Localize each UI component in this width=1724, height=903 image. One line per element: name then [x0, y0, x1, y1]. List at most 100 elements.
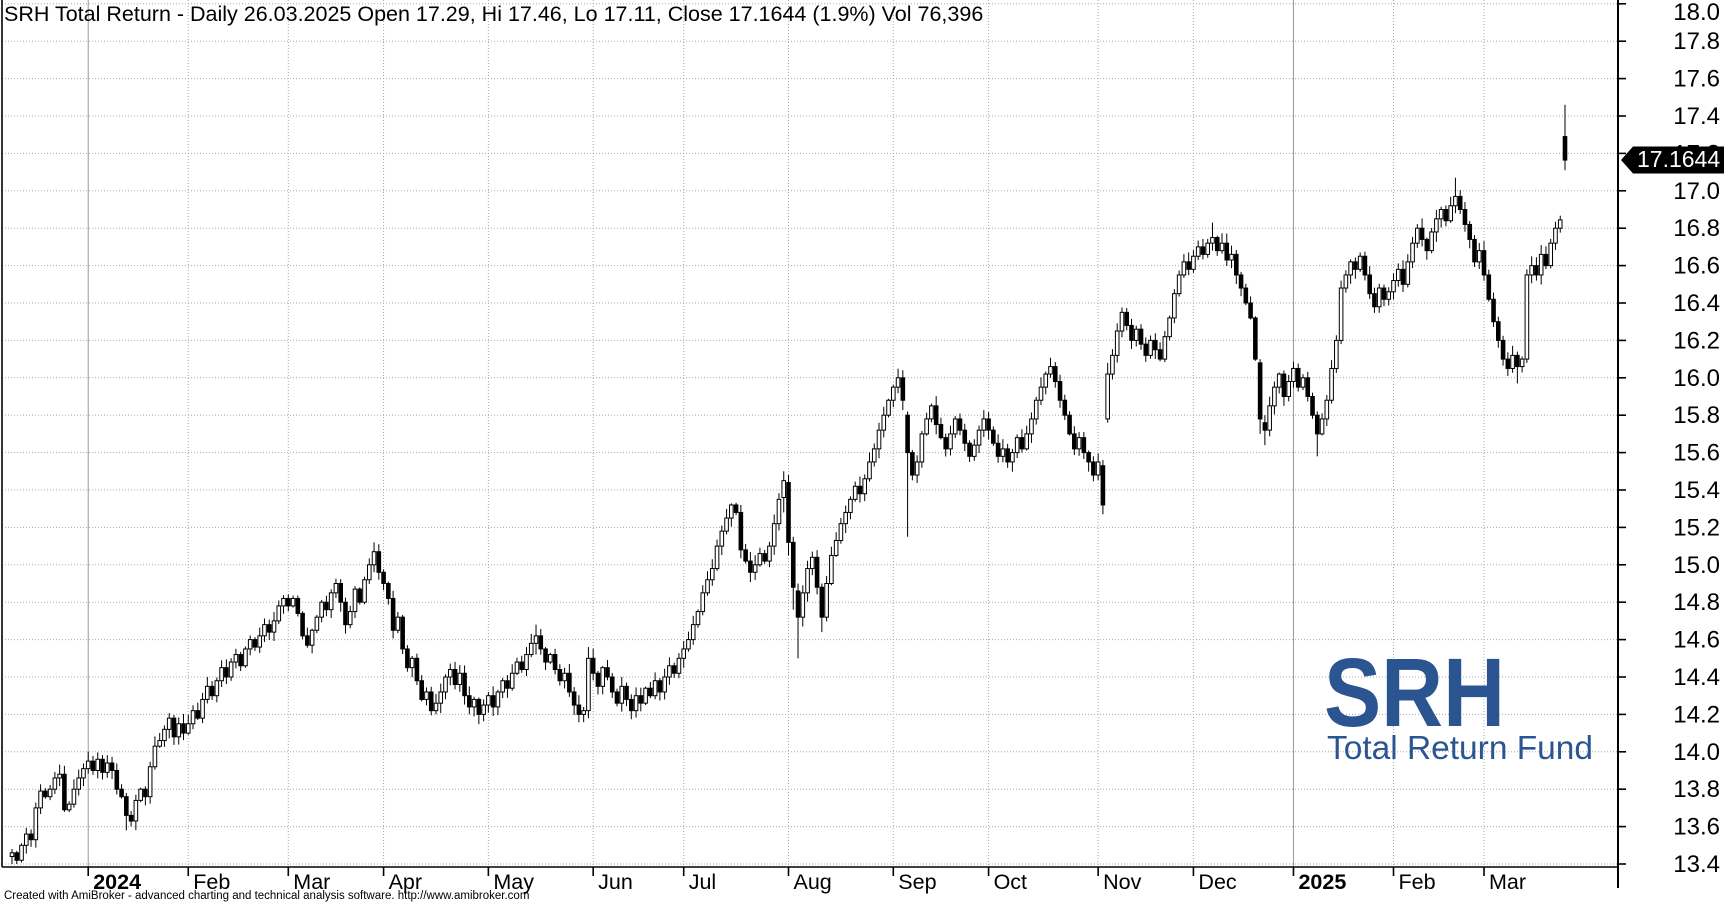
candle — [95, 752, 101, 779]
candle — [557, 664, 563, 686]
candle — [709, 559, 715, 586]
y-axis-label[interactable]: 16.6 — [1673, 253, 1720, 280]
candle — [238, 651, 243, 672]
y-axis-label[interactable]: 13.4 — [1673, 851, 1720, 878]
candle — [1119, 307, 1125, 338]
candle — [1157, 342, 1163, 362]
y-axis-label[interactable]: 16.8 — [1673, 215, 1720, 242]
y-axis-label[interactable]: 13.8 — [1673, 776, 1720, 803]
amibroker-credit-line: Created with AmiBroker - advanced charti… — [4, 890, 529, 902]
y-axis-label[interactable]: 13.6 — [1673, 814, 1720, 841]
candle — [1267, 396, 1272, 437]
x-axis-month-label[interactable]: 2024 — [93, 870, 141, 894]
x-axis-month-label[interactable]: Jul — [689, 870, 716, 894]
y-axis-label[interactable]: 17.0 — [1673, 178, 1720, 205]
y-axis-label[interactable]: 15.8 — [1673, 402, 1720, 429]
candle — [300, 611, 305, 640]
x-axis-month-label[interactable]: Mar — [293, 870, 330, 894]
candle — [1257, 359, 1263, 434]
candle — [1062, 394, 1068, 420]
candle — [686, 631, 691, 652]
candle — [47, 784, 53, 801]
candle — [228, 658, 234, 681]
y-axis-label[interactable]: 14.0 — [1673, 739, 1720, 766]
candle — [171, 714, 177, 745]
candle — [14, 850, 20, 864]
candle — [1295, 363, 1301, 392]
x-axis-month-label[interactable]: Feb — [1399, 870, 1436, 894]
candle — [1462, 202, 1468, 232]
x-axis-month-label[interactable]: Mar — [1489, 870, 1526, 894]
candle — [138, 787, 143, 803]
x-axis-month-labels[interactable]: 2024 Feb Mar Apr May Jun Jul Aug Sep Oct Nov Dec 202… — [93, 870, 1526, 894]
candle — [1429, 227, 1434, 254]
x-axis-month-label[interactable]: Dec — [1198, 870, 1236, 894]
y-axis-label[interactable]: 18.0 — [1673, 0, 1720, 26]
candle — [43, 788, 48, 799]
candle — [1281, 370, 1287, 406]
x-axis-month-label[interactable]: Jun — [598, 870, 633, 894]
candle — [462, 665, 467, 705]
candle — [109, 756, 115, 780]
x-axis-month-label[interactable]: Nov — [1103, 870, 1141, 894]
x-axis-month-label[interactable]: May — [493, 870, 534, 894]
y-axis-label[interactable]: 16.2 — [1673, 327, 1720, 354]
y-axis-label[interactable]: 17.6 — [1673, 66, 1720, 93]
x-axis-month-label[interactable]: Oct — [994, 870, 1027, 894]
candle — [1067, 411, 1072, 436]
y-axis-label[interactable]: 15.0 — [1673, 552, 1720, 579]
candle — [714, 539, 720, 571]
candle — [338, 579, 344, 612]
candle — [305, 627, 310, 648]
y-axis-label[interactable]: 15.6 — [1673, 440, 1720, 467]
candle — [1457, 190, 1463, 214]
candle — [290, 595, 296, 608]
candle — [1405, 254, 1411, 288]
y-axis-label[interactable]: 16.4 — [1673, 290, 1720, 317]
candle — [690, 615, 696, 645]
candle — [1505, 352, 1511, 376]
y-axis-label[interactable]: 16.0 — [1673, 365, 1720, 392]
candle — [1224, 233, 1230, 267]
candle — [190, 705, 196, 730]
candle — [104, 755, 110, 778]
x-axis-month-label[interactable]: Sep — [898, 870, 936, 894]
y-axis-label[interactable]: 15.2 — [1673, 514, 1720, 541]
candle — [1176, 270, 1182, 297]
candle — [1100, 460, 1106, 515]
y-axis-label[interactable]: 14.6 — [1673, 627, 1720, 654]
candle — [881, 406, 887, 438]
candle — [724, 508, 729, 535]
candle — [23, 827, 29, 854]
candle — [1300, 374, 1306, 391]
candle — [914, 455, 920, 483]
y-axis-label[interactable]: 14.2 — [1673, 701, 1720, 728]
candle — [528, 633, 534, 658]
y-axis-label[interactable]: 14.8 — [1673, 589, 1720, 616]
candle — [1019, 429, 1025, 453]
candle — [1010, 448, 1015, 472]
y-axis-label[interactable]: 14.4 — [1673, 664, 1720, 691]
candle — [128, 811, 134, 827]
candle — [929, 403, 934, 423]
candle — [886, 398, 891, 418]
candle — [9, 849, 15, 864]
candle — [162, 725, 167, 747]
y-axis-label[interactable]: 17.4 — [1673, 103, 1720, 130]
candle — [181, 713, 186, 741]
x-axis-month-label[interactable]: Aug — [794, 870, 832, 894]
candle — [19, 843, 24, 863]
candle — [962, 423, 968, 452]
candle — [614, 688, 620, 707]
y-axis-label[interactable]: 17.8 — [1673, 28, 1720, 55]
candle — [1110, 349, 1115, 380]
x-axis-month-label[interactable]: 2025 — [1298, 870, 1346, 894]
candle — [38, 784, 43, 815]
y-axis-label[interactable]: 15.4 — [1673, 477, 1720, 504]
candle — [257, 627, 263, 653]
x-axis-month-label[interactable]: Apr — [389, 870, 422, 894]
candle — [57, 764, 62, 787]
candle — [1324, 395, 1330, 427]
x-axis-month-label[interactable]: Feb — [193, 870, 230, 894]
